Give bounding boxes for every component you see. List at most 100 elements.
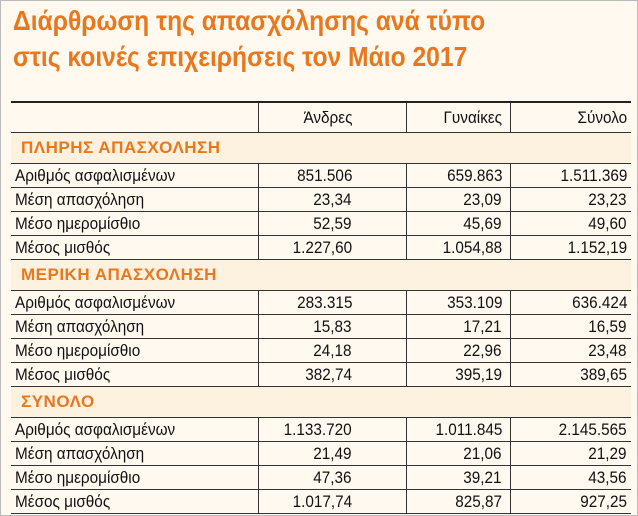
- section-title: ΣΥΝΟΛΟ: [11, 387, 631, 418]
- value-cell: 636.424: [510, 291, 631, 314]
- value: 382,74: [305, 364, 352, 384]
- value-cell: 17,21: [406, 315, 510, 338]
- value-cell: 851.506: [258, 164, 406, 187]
- value: 16,59: [588, 316, 627, 336]
- value: 43,56: [588, 467, 627, 487]
- row-label-cell: Μέση απασχόληση: [11, 315, 258, 338]
- value-cell: 39,21: [406, 466, 510, 489]
- value-cell: 23,09: [406, 188, 510, 211]
- row-label: Μέσο ημερομίσθιο: [15, 213, 141, 233]
- value: 23,48: [588, 340, 627, 360]
- value-cell: 21,06: [406, 442, 510, 465]
- row-label-cell: Μέσο ημερομίσθιο: [11, 466, 258, 489]
- data-row: Αριθμός ασφαλισμένων 1.133.720 1.011.845 2.…: [11, 418, 631, 442]
- value-cell: 23,48: [510, 339, 631, 362]
- value: 45,69: [463, 213, 502, 233]
- row-label: Αριθμός ασφαλισμένων: [15, 165, 176, 185]
- value: 659.863: [446, 165, 502, 185]
- value-cell: 21,49: [258, 442, 406, 465]
- value: 825,87: [455, 491, 502, 511]
- value-cell: 43,56: [510, 466, 631, 489]
- value-cell: 1.133.720: [258, 418, 406, 441]
- row-label-cell: Μέσος μισθός: [11, 363, 258, 386]
- data-row: Μέση απασχόληση 23,34 23,09 23,23: [11, 188, 631, 212]
- value-cell: 2.145.565: [510, 418, 631, 441]
- value-cell: 1.017,74: [258, 490, 406, 513]
- row-label: Μέση απασχόληση: [15, 443, 145, 463]
- data-row: Αριθμός ασφαλισμένων 851.506 659.863 1.511.…: [11, 164, 631, 188]
- header-row: Άνδρες Γυναίκες Σύνολο: [11, 103, 631, 133]
- header-cell: [11, 103, 258, 132]
- value-cell: 395,19: [406, 363, 510, 386]
- value: 21,29: [588, 443, 627, 463]
- data-row: Μέση απασχόληση 21,49 21,06 21,29: [11, 442, 631, 466]
- value: 21,49: [313, 443, 352, 463]
- value: 49,60: [588, 213, 627, 233]
- value-cell: 659.863: [406, 164, 510, 187]
- data-row: Μέσος μισθός 1.227,60 1.054,88 1.152,19: [11, 236, 631, 260]
- value-cell: 1.011.845: [406, 418, 510, 441]
- section-title: ΠΛΗΡΗΣ ΑΠΑΣΧΟΛΗΣΗ: [11, 133, 631, 164]
- value: 39,21: [463, 467, 502, 487]
- value: 2.145.565: [558, 419, 627, 439]
- value: 1.227,60: [292, 237, 352, 257]
- value: 24,18: [313, 340, 352, 360]
- data-row: Μέσος μισθός 1.017,74 825,87 927,25: [11, 490, 631, 514]
- value: 17,21: [463, 316, 502, 336]
- value: 1.511.369: [560, 165, 627, 185]
- value-cell: 1.152,19: [510, 236, 631, 259]
- value: 927,25: [580, 491, 627, 511]
- row-label-cell: Αριθμός ασφαλισμένων: [11, 164, 258, 187]
- value-cell: 15,83: [258, 315, 406, 338]
- column-header-cell: Άνδρες: [258, 103, 406, 132]
- value: 1.152,19: [567, 237, 627, 257]
- row-label: Μέσος μισθός: [15, 237, 111, 257]
- row-label: Μέση απασχόληση: [15, 189, 145, 209]
- column-header: Γυναίκες: [443, 107, 502, 127]
- row-label: Αριθμός ασφαλισμένων: [15, 419, 176, 439]
- value-cell: 49,60: [510, 212, 631, 235]
- value-cell: 825,87: [406, 490, 510, 513]
- row-label-cell: Μέση απασχόληση: [11, 188, 258, 211]
- row-label: Μέσο ημερομίσθιο: [15, 467, 141, 487]
- value: 395,19: [455, 364, 502, 384]
- value: 23,09: [463, 189, 502, 209]
- row-label-cell: Μέση απασχόληση: [11, 442, 258, 465]
- row-label-cell: Μέσος μισθός: [11, 236, 258, 259]
- value: 1.054,88: [442, 237, 502, 257]
- data-row: Μέση απασχόληση 15,83 17,21 16,59: [11, 315, 631, 339]
- section-title: ΜΕΡΙΚΗ ΑΠΑΣΧΟΛΗΣΗ: [11, 260, 631, 291]
- value: 1.017,74: [292, 491, 352, 511]
- value-cell: 353.109: [406, 291, 510, 314]
- value: 1.011.845: [435, 419, 502, 439]
- value: 1.133.720: [283, 419, 352, 439]
- value: 389,65: [580, 364, 627, 384]
- value-cell: 52,59: [258, 212, 406, 235]
- value-cell: 389,65: [510, 363, 631, 386]
- data-row: Μέσο ημερομίσθιο 47,36 39,21 43,56: [11, 466, 631, 490]
- data-row: Μέσος μισθός 382,74 395,19 389,65: [11, 363, 631, 387]
- value-cell: 23,34: [258, 188, 406, 211]
- row-label-cell: Αριθμός ασφαλισμένων: [11, 418, 258, 441]
- value-cell: 16,59: [510, 315, 631, 338]
- value-cell: 1.054,88: [406, 236, 510, 259]
- column-header-cell: Γυναίκες: [406, 103, 510, 132]
- row-label-cell: Μέσο ημερομίσθιο: [11, 212, 258, 235]
- value-cell: 22,96: [406, 339, 510, 362]
- row-label: Αριθμός ασφαλισμένων: [15, 292, 176, 312]
- column-header: Άνδρες: [302, 107, 352, 127]
- row-label: Μέσος μισθός: [15, 364, 111, 384]
- value-cell: 1.511.369: [510, 164, 631, 187]
- value-cell: 21,29: [510, 442, 631, 465]
- value: 283.315: [296, 292, 352, 312]
- data-row: Αριθμός ασφαλισμένων 283.315 353.109 636.42…: [11, 291, 631, 315]
- value-cell: 23,23: [510, 188, 631, 211]
- data-row: Μέσο ημερομίσθιο 52,59 45,69 49,60: [11, 212, 631, 236]
- column-header: Σύνολο: [577, 107, 627, 127]
- value-cell: 283.315: [258, 291, 406, 314]
- value-cell: 1.227,60: [258, 236, 406, 259]
- row-label: Μέση απασχόληση: [15, 316, 145, 336]
- row-label: Μέσο ημερομίσθιο: [15, 340, 141, 360]
- value-cell: 382,74: [258, 363, 406, 386]
